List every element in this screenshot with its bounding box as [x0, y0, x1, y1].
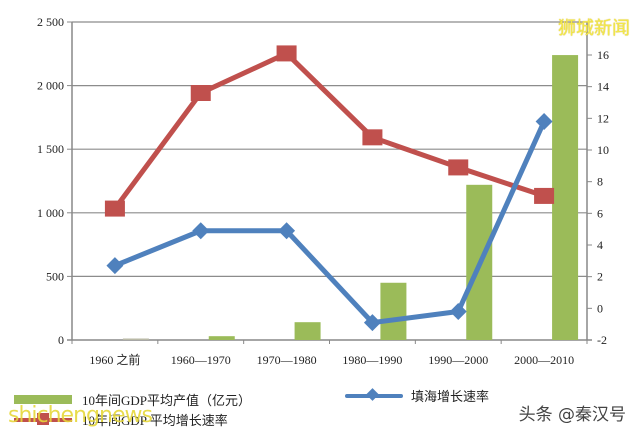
right-axis-label: 4 — [597, 238, 603, 252]
right-axis-label: 10 — [597, 143, 609, 157]
legend-item-gdp-growth: 10年间GDP 平均增长速率 — [14, 410, 228, 429]
legend-label-gdp-growth: 10年间GDP 平均增长速率 — [82, 413, 228, 428]
x-axis-label: 1980—1990 — [342, 353, 402, 367]
left-axis-label: 500 — [46, 269, 64, 283]
watermark-bottom-right: 头条 @秦汉号 — [518, 405, 626, 425]
legend-label-reclamation-rate: 填海增长速率 — [411, 389, 490, 404]
bar — [294, 322, 321, 340]
left-axis-label: 2 500 — [37, 15, 64, 29]
reclamation-rate-line — [113, 120, 547, 326]
right-axis-label: 0 — [597, 301, 603, 315]
diamond-marker — [106, 257, 124, 275]
right-axis-label: 8 — [597, 175, 603, 189]
watermark-top-right: 狮城新闻 — [558, 18, 630, 39]
watermark-bottom-left: shichengnews — [8, 403, 153, 428]
diamond-marker — [363, 314, 381, 332]
legend-swatch-bar — [14, 395, 72, 404]
x-axis-label: 1960 之前 — [89, 352, 140, 367]
right-axis-label: 6 — [597, 206, 603, 220]
left-axis-label: 1 500 — [37, 142, 64, 156]
bar — [380, 282, 407, 340]
square-marker — [362, 129, 383, 146]
right-axis-label: 12 — [597, 111, 609, 125]
legend-label-gdp-value: 10年间GDP平均产值（亿元） — [82, 393, 252, 408]
diamond-marker — [535, 113, 553, 130]
x-axis-label: 1970—1980 — [257, 353, 317, 367]
x-axis-label: 2000—2010 — [514, 353, 574, 367]
square-marker — [448, 159, 469, 176]
square-marker — [276, 45, 297, 62]
x-axis-label: 1990—2000 — [428, 353, 488, 367]
square-marker — [104, 200, 125, 217]
right-axis-label: 16 — [597, 48, 609, 62]
right-axis-label: 2 — [597, 270, 603, 284]
right-axis-label: -2 — [597, 333, 607, 347]
left-axis-label: 1 000 — [37, 206, 64, 220]
diamond-marker — [192, 222, 210, 240]
bar — [122, 338, 149, 340]
bar — [552, 55, 579, 341]
legend-item-reclamation-rate: 填海增长速率 — [345, 386, 489, 405]
gdp-growth-line — [112, 50, 545, 211]
right-axis-label: 14 — [597, 80, 609, 94]
diamond-marker — [278, 222, 296, 240]
left-axis-label: 0 — [58, 333, 64, 347]
diamond-marker — [449, 303, 467, 320]
square-marker — [190, 85, 211, 101]
left-axis-label: 2 000 — [37, 79, 64, 93]
x-axis-label: 1960—1970 — [171, 353, 231, 367]
bar — [208, 336, 235, 340]
legend-swatch-square-line — [14, 412, 72, 425]
legend-item-gdp-value: 10年间GDP平均产值（亿元） — [14, 390, 251, 409]
square-marker — [534, 187, 555, 204]
legend-swatch-diamond-line — [345, 393, 403, 398]
